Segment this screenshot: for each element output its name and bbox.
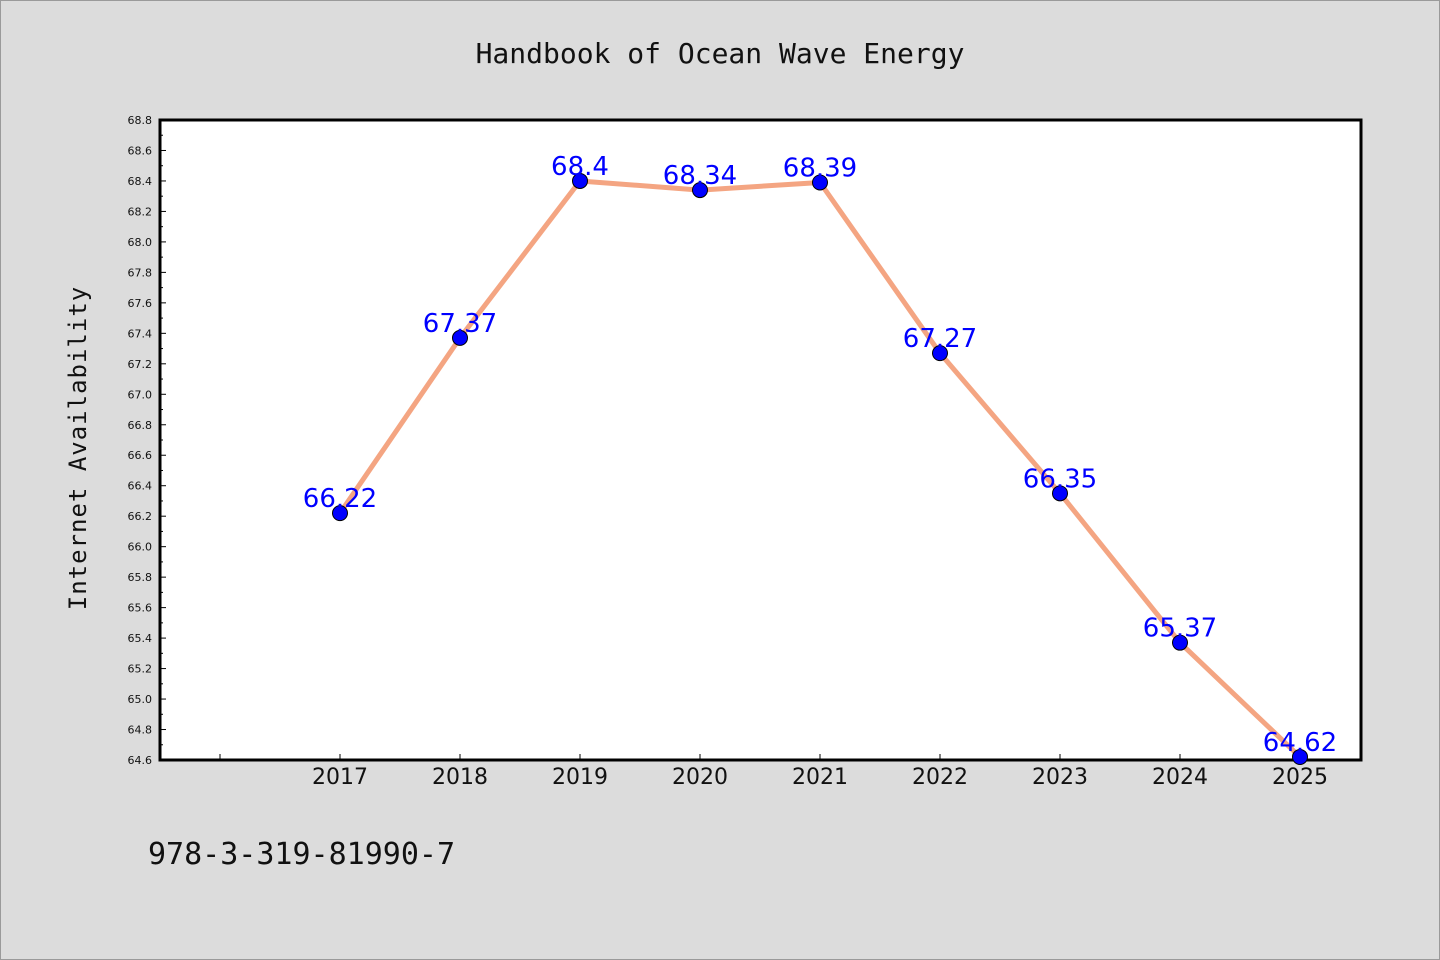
- y-tick-label: 66.6: [128, 449, 153, 462]
- y-tick-label: 66.0: [128, 541, 153, 554]
- x-tick-label: 2024: [1152, 765, 1208, 790]
- y-tick-label: 68.2: [128, 205, 153, 218]
- data-point: [692, 182, 708, 199]
- x-tick-label: 2020: [672, 765, 728, 790]
- data-point: [572, 172, 588, 189]
- y-tick-label: 68.6: [128, 144, 153, 157]
- y-tick-label: 67.6: [128, 297, 153, 310]
- y-axis: 64.6 64.8 65.0 65.2 65.4 65.6 65.8 66.0 66.2 66.4…: [128, 114, 166, 767]
- x-tick-label: 2017: [312, 765, 368, 790]
- data-label: 68.4: [551, 152, 609, 182]
- y-tick-label: 64.6: [128, 754, 153, 767]
- y-tick-label: 65.0: [128, 693, 153, 706]
- data-point: [1292, 748, 1308, 765]
- y-tick-label: 68.0: [128, 236, 153, 249]
- chart-title: Handbook of Ocean Wave Energy: [476, 37, 965, 70]
- y-tick-label: 66.8: [128, 419, 153, 432]
- x-tick-label: 2021: [792, 765, 848, 790]
- data-label: 66.22: [303, 484, 377, 514]
- y-tick-label: 67.2: [128, 358, 153, 371]
- data-label: 68.39: [783, 153, 857, 183]
- data-label: 67.27: [903, 324, 977, 354]
- x-tick-label: 2022: [912, 765, 968, 790]
- data-point: [1172, 634, 1188, 651]
- x-tick-label: 2025: [1272, 765, 1328, 790]
- data-point: [332, 505, 348, 522]
- x-tick-label: 2023: [1032, 765, 1088, 790]
- data-label: 64.62: [1263, 728, 1337, 758]
- y-tick-label: 65.8: [128, 571, 153, 584]
- data-label: 66.35: [1023, 464, 1097, 494]
- y-tick-label: 67.4: [128, 327, 153, 340]
- plot-area: [158, 118, 1363, 762]
- y-tick-label: 68.4: [128, 175, 153, 188]
- y-tick-label: 66.4: [128, 480, 153, 493]
- data-point: [1052, 485, 1068, 502]
- y-tick-label: 65.6: [128, 602, 153, 615]
- y-tick-label: 64.8: [128, 724, 153, 737]
- y-tick-label: 67.8: [128, 266, 153, 279]
- y-tick-label: 65.2: [128, 663, 153, 676]
- data-point: [932, 345, 948, 362]
- x-tick-label: 2018: [432, 765, 488, 790]
- data-point: [812, 174, 828, 191]
- y-tick-label: 65.4: [128, 632, 153, 645]
- x-axis: 2017 2018 2019 2020 2021 2022 2023 2024 2025: [219, 754, 1328, 790]
- data-label: 68.34: [663, 161, 737, 191]
- y-tick-label: 67.0: [128, 388, 153, 401]
- data-label: 67.37: [423, 309, 497, 339]
- y-axis-label: Internet Availability: [64, 286, 92, 610]
- data-series: 66.22 67.37 68.4 68.34 68.39 67.27 66.35 65.37 6…: [303, 152, 1337, 765]
- isbn-text: 978-3-319-81990-7: [148, 837, 455, 872]
- x-tick-label: 2019: [552, 765, 608, 790]
- data-point: [452, 329, 468, 346]
- y-tick-label: 66.2: [128, 510, 153, 523]
- y-tick-label: 68.8: [128, 114, 153, 127]
- data-label: 65.37: [1143, 614, 1217, 644]
